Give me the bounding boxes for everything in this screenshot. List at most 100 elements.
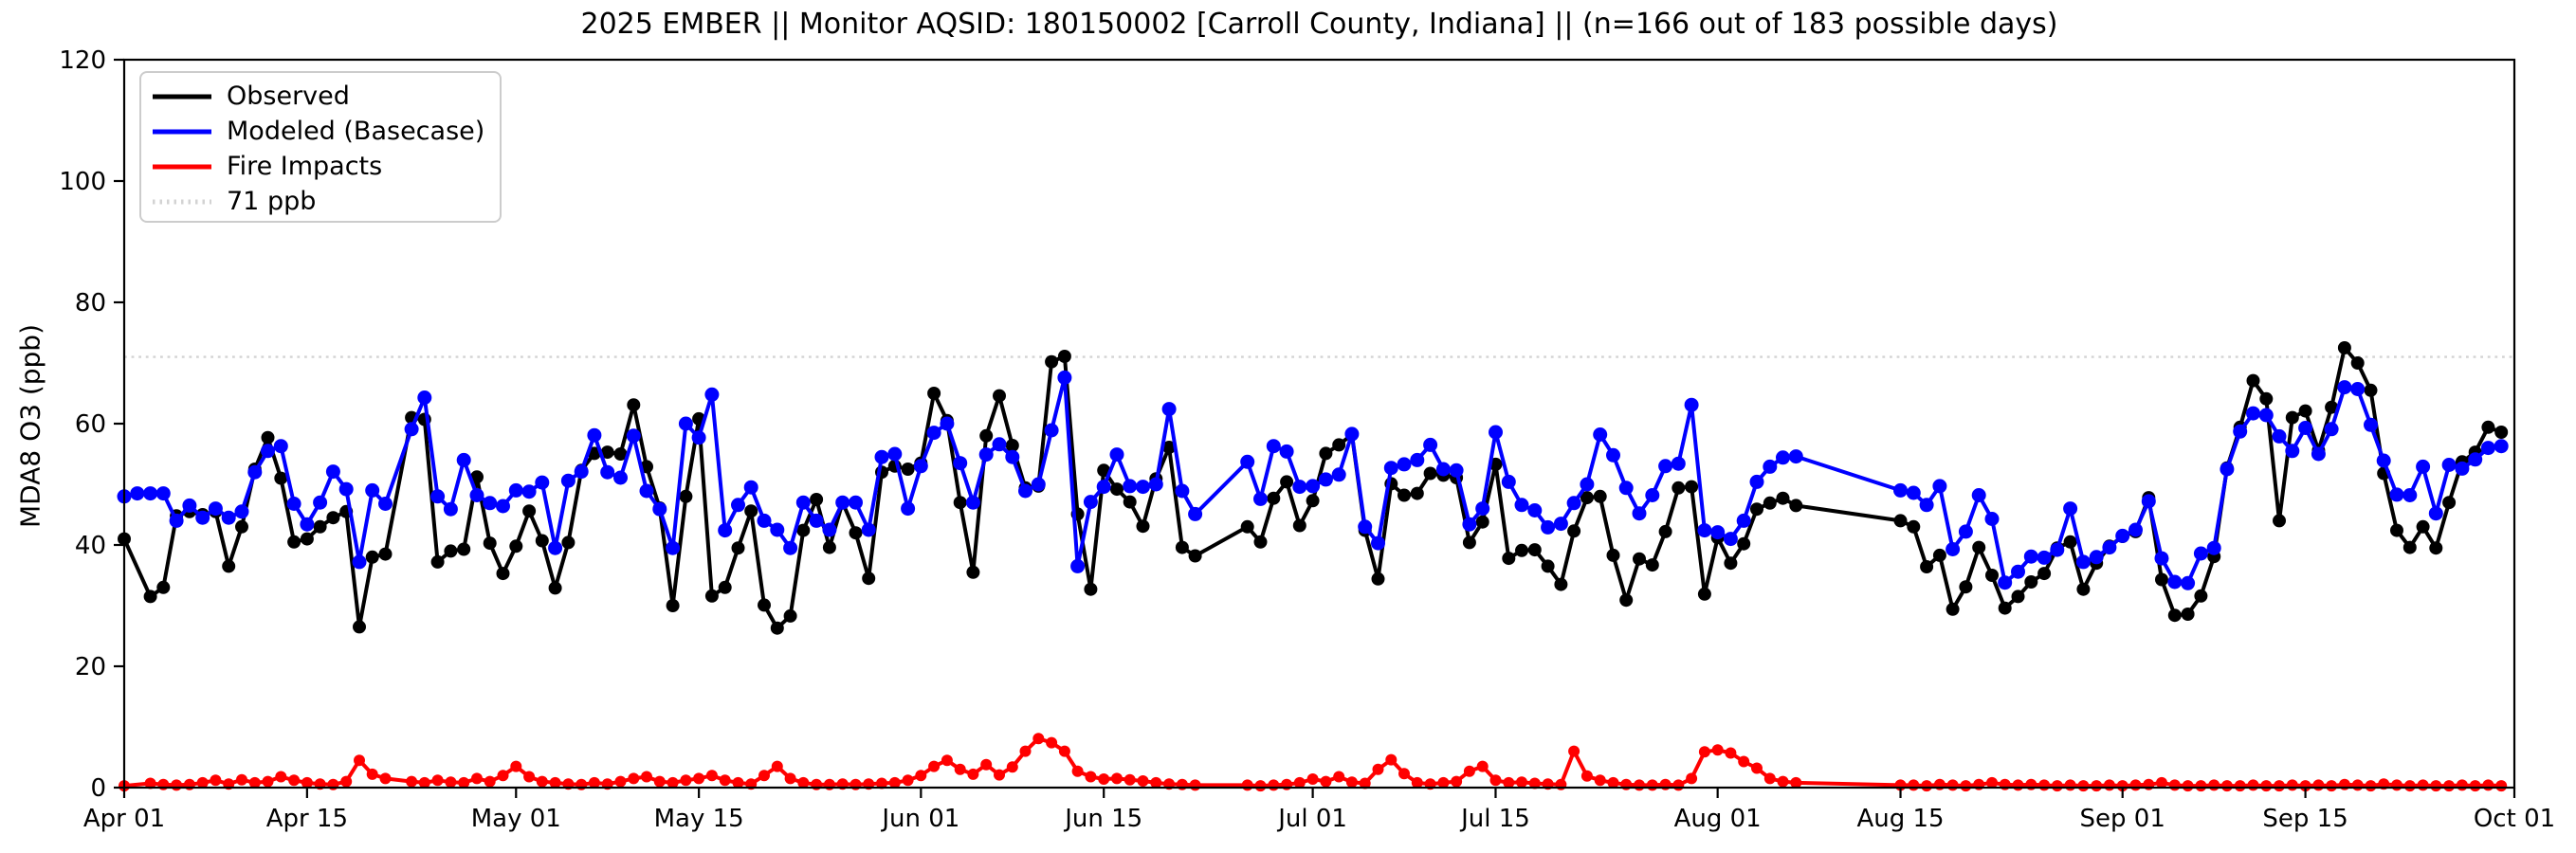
data-point <box>1906 485 1921 500</box>
data-point <box>443 501 458 517</box>
data-point <box>2154 551 2169 566</box>
data-point <box>2024 575 2038 589</box>
data-point <box>1267 491 1281 505</box>
data-point <box>2076 582 2091 596</box>
data-point <box>1698 746 1710 758</box>
data-point <box>1919 498 1934 513</box>
data-point <box>587 427 602 443</box>
data-point <box>613 470 628 485</box>
data-point <box>994 769 1005 781</box>
y-tick-label: 0 <box>90 774 106 803</box>
data-point <box>1241 779 1253 791</box>
data-point <box>143 486 158 501</box>
data-point <box>2273 514 2286 528</box>
data-point <box>300 517 315 532</box>
data-point <box>641 771 652 783</box>
y-tick-label: 60 <box>75 410 106 439</box>
data-point <box>600 464 615 480</box>
data-point <box>1058 745 1070 757</box>
data-point <box>2208 779 2220 791</box>
legend-item-label: Fire Impacts <box>227 152 383 181</box>
data-point <box>1188 506 1203 521</box>
data-point <box>1306 494 1320 508</box>
data-point <box>1503 776 1515 789</box>
data-point <box>954 763 966 775</box>
data-point <box>639 483 654 499</box>
data-point <box>2089 550 2104 565</box>
x-tick-label: Sep 01 <box>2080 805 2165 833</box>
data-point <box>1724 556 1738 571</box>
y-tick-label: 100 <box>59 168 106 196</box>
data-point <box>1567 524 1581 538</box>
data-point <box>430 489 446 504</box>
data-point <box>1776 491 1790 505</box>
legend: Observed Modeled (Basecase) Fire Impacts… <box>139 71 502 223</box>
data-point <box>1045 354 1059 369</box>
data-point <box>809 513 824 528</box>
data-point <box>1435 462 1451 477</box>
data-point <box>2167 574 2183 590</box>
data-point <box>979 428 994 443</box>
data-point <box>2141 494 2156 509</box>
data-point <box>2050 542 2065 557</box>
data-point <box>1044 423 1059 438</box>
observed-line-sample-icon <box>153 94 211 99</box>
data-point <box>1710 525 1726 540</box>
data-point <box>365 482 380 498</box>
data-point <box>966 565 980 579</box>
data-point <box>1907 519 1921 534</box>
data-point <box>1410 486 1424 500</box>
data-point <box>418 776 430 789</box>
data-point <box>1006 761 1018 773</box>
data-point <box>1619 593 1634 608</box>
data-point <box>1411 776 1423 789</box>
data-point <box>718 580 732 594</box>
data-point <box>2195 780 2207 792</box>
data-point <box>1932 479 1947 494</box>
data-point <box>835 495 850 510</box>
data-point <box>2234 780 2246 792</box>
data-point <box>535 534 549 548</box>
data-point <box>704 589 719 603</box>
data-point <box>2482 779 2494 791</box>
data-point <box>1777 775 1789 788</box>
data-point <box>1723 532 1738 547</box>
data-point <box>1972 540 1986 554</box>
data-point <box>1697 523 1712 538</box>
data-point <box>770 522 785 537</box>
data-point <box>2326 780 2338 792</box>
data-point <box>719 774 731 787</box>
series-line-modeled-basecase- <box>123 375 2502 586</box>
data-point <box>783 608 797 623</box>
data-point <box>1489 774 1502 787</box>
data-point <box>2167 608 2182 623</box>
data-point <box>2311 446 2326 462</box>
data-point <box>2182 780 2194 792</box>
data-point <box>1084 582 1098 596</box>
data-point <box>1019 745 1032 757</box>
data-point <box>1685 480 1699 494</box>
data-point <box>2193 546 2208 561</box>
data-point <box>1646 779 1658 791</box>
data-point <box>2011 590 2025 604</box>
data-point <box>2312 779 2325 791</box>
data-point <box>430 554 445 569</box>
data-point <box>2402 540 2417 554</box>
data-point <box>471 772 483 785</box>
data-point <box>1593 489 1607 503</box>
data-point <box>536 775 548 788</box>
data-point <box>1032 733 1045 745</box>
data-point <box>1502 552 1516 566</box>
data-point <box>666 540 681 555</box>
data-point <box>1096 480 1111 495</box>
data-point <box>2103 779 2115 791</box>
data-point <box>731 541 745 555</box>
y-tick-label: 120 <box>59 46 106 75</box>
data-point <box>667 776 679 789</box>
data-point <box>2365 780 2377 792</box>
data-point <box>1137 775 1149 787</box>
data-point <box>849 526 863 540</box>
data-point <box>1292 518 1306 533</box>
data-point <box>653 775 666 788</box>
data-point <box>915 770 927 782</box>
